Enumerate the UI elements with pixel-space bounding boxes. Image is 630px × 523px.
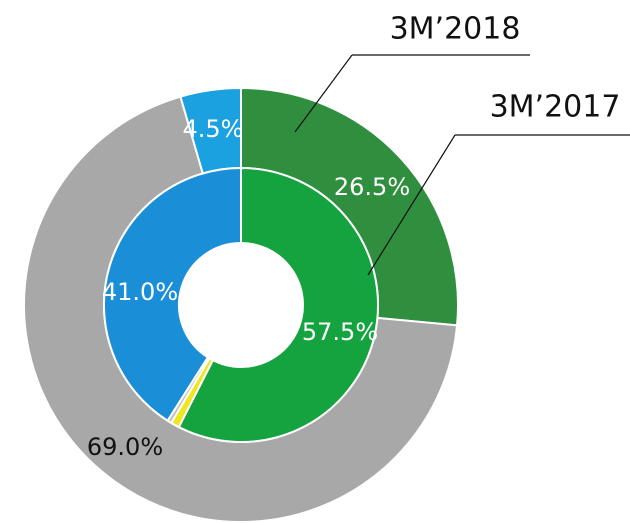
leader-line: [294, 54, 353, 133]
data-label: 26.5%: [334, 173, 410, 201]
data-label: 4.5%: [183, 115, 244, 143]
series-name: 3M’2017: [490, 90, 621, 125]
data-label: 69.0%: [87, 433, 163, 461]
data-label: 57.5%: [302, 318, 378, 346]
leader-line: [367, 134, 456, 276]
slice: [103, 166, 242, 423]
data-label: 41.0%: [102, 278, 178, 306]
slice: [177, 166, 379, 443]
series-name: 3M’2018: [390, 12, 521, 47]
